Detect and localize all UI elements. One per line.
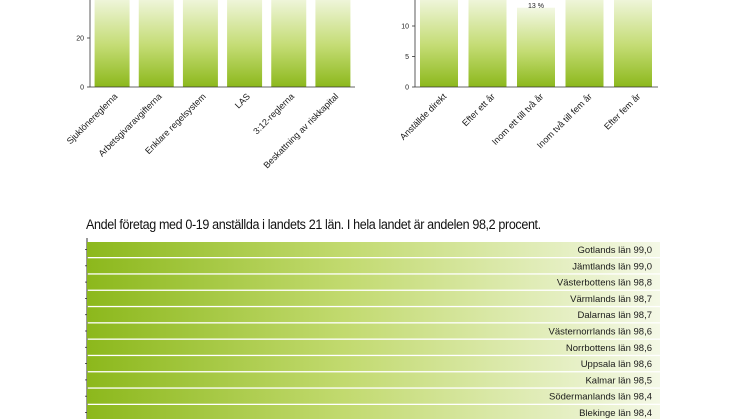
county-bar-label: Kalmar län 98,5 (585, 375, 652, 386)
right-x-tick-label: Efter ett år (460, 91, 497, 128)
county-bar-label: Norrbottens län 98,6 (566, 343, 652, 354)
right-bar (614, 0, 652, 87)
right-x-tick-label: Anställde direkt (398, 91, 449, 142)
county-bar (87, 372, 660, 388)
right-data-label: 13 % (528, 3, 544, 10)
county-bar-label: Gotlands län 99,0 (578, 245, 652, 256)
county-bar-label: Södermanlands län 98,4 (549, 392, 652, 403)
county-bar-label: Dalarnas län 98,7 (578, 310, 652, 321)
right-x-tick-label: Inom två till fem år (535, 91, 594, 150)
right-y-tick-label: 5 (405, 54, 409, 61)
county-bar (87, 307, 660, 323)
county-bar (87, 405, 660, 419)
county-bar-label: Värmlands län 98,7 (570, 294, 652, 305)
county-bar (87, 323, 660, 339)
county-bar (87, 274, 660, 290)
right-bar (565, 0, 604, 87)
left-bar (227, 0, 263, 87)
right-y-tick-label: 0 (405, 85, 409, 92)
left-bar (271, 0, 307, 87)
right-x-tick-label: Efter fem år (602, 91, 642, 131)
left-x-tick-label: LAS (233, 91, 252, 110)
right-bar (468, 0, 507, 87)
county-bar-label: Västernorrlands län 98,6 (548, 327, 652, 338)
right-bar (517, 7, 555, 88)
left-x-tick-label: Beskattning av riskkapital (261, 91, 340, 170)
left-bar-chart: 020 SjuklönereglernaArbetsgivaravgiftern… (65, 0, 355, 170)
right-bar (420, 0, 458, 87)
county-bar (87, 356, 660, 372)
county-bar (87, 339, 660, 355)
county-bar (87, 242, 660, 257)
left-x-tick-label: 3:12-reglerna (251, 91, 296, 136)
right-x-tick-label: Inom ett till två år (490, 91, 546, 147)
county-bar-label: Jämtlands län 99,0 (572, 261, 652, 272)
left-bar (182, 0, 218, 87)
county-bar (87, 290, 660, 306)
chart-title: Andel företag med 0-19 anställda i lande… (86, 217, 541, 232)
left-bar (315, 0, 351, 87)
left-y-tick-label: 0 (80, 85, 84, 92)
county-bar (87, 388, 660, 404)
left-bar (138, 0, 174, 87)
county-bar (87, 258, 660, 274)
left-y-tick-label: 20 (76, 36, 84, 43)
left-bar (94, 0, 130, 87)
county-bar-label: Västerbottens län 98,8 (557, 278, 652, 289)
right-bar-chart: 0 5 10 Anställde direkt Efter ett år 13 % Ino… (398, 0, 658, 150)
county-bar-label: Blekinge län 98,4 (579, 408, 652, 419)
county-bar-label: Uppsala län 98,6 (581, 359, 652, 370)
right-y-tick-label: 10 (401, 24, 409, 31)
